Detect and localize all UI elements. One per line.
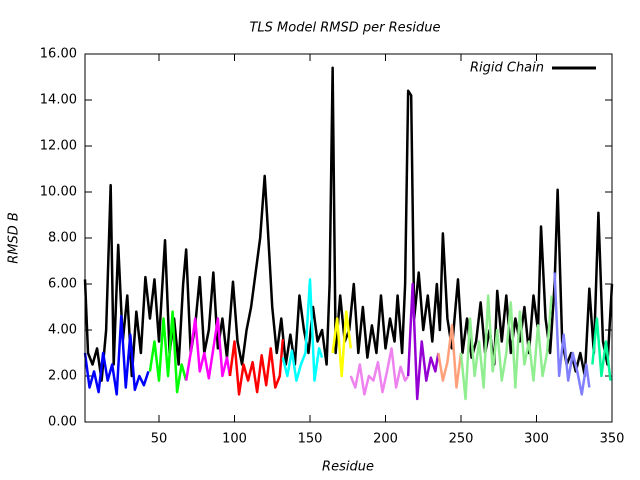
- series-line: [281, 278, 324, 382]
- x-tick-label: 300: [524, 432, 549, 447]
- y-tick-label: 14.00: [40, 93, 77, 108]
- y-tick-label: 10.00: [40, 185, 77, 200]
- series-line: [459, 294, 553, 401]
- series-line: [406, 282, 440, 401]
- x-axis-label: Residue: [322, 460, 374, 475]
- x-tick-label: 350: [600, 432, 625, 447]
- series-line: [349, 347, 410, 396]
- x-tick-label: 250: [449, 432, 474, 447]
- y-tick-label: 8.00: [48, 231, 77, 246]
- legend-label: Rigid Chain: [470, 61, 544, 76]
- series-line: [331, 310, 353, 378]
- series-line: [553, 272, 591, 396]
- y-tick-label: 12.00: [40, 139, 77, 154]
- y-tick-label: 2.00: [48, 369, 77, 384]
- series-line: [228, 339, 285, 396]
- series-line: [83, 314, 150, 396]
- y-tick-label: 4.00: [48, 323, 77, 338]
- series-line: [437, 324, 463, 389]
- series-line: [184, 317, 232, 381]
- series-line: [591, 317, 612, 381]
- plot-border: [84, 53, 613, 423]
- x-tick-label: 50: [151, 432, 168, 447]
- x-tick-label: 200: [373, 432, 398, 447]
- y-axis-label: RMSD B: [7, 212, 22, 264]
- y-tick-label: 0.00: [48, 415, 77, 430]
- y-tick-label: 16.00: [40, 47, 77, 62]
- series-line: [83, 66, 614, 382]
- x-tick-label: 100: [222, 432, 247, 447]
- y-tick-label: 6.00: [48, 277, 77, 292]
- x-tick-label: 150: [298, 432, 323, 447]
- chart-title: TLS Model RMSD per Residue: [249, 21, 440, 36]
- series-line: [148, 310, 188, 394]
